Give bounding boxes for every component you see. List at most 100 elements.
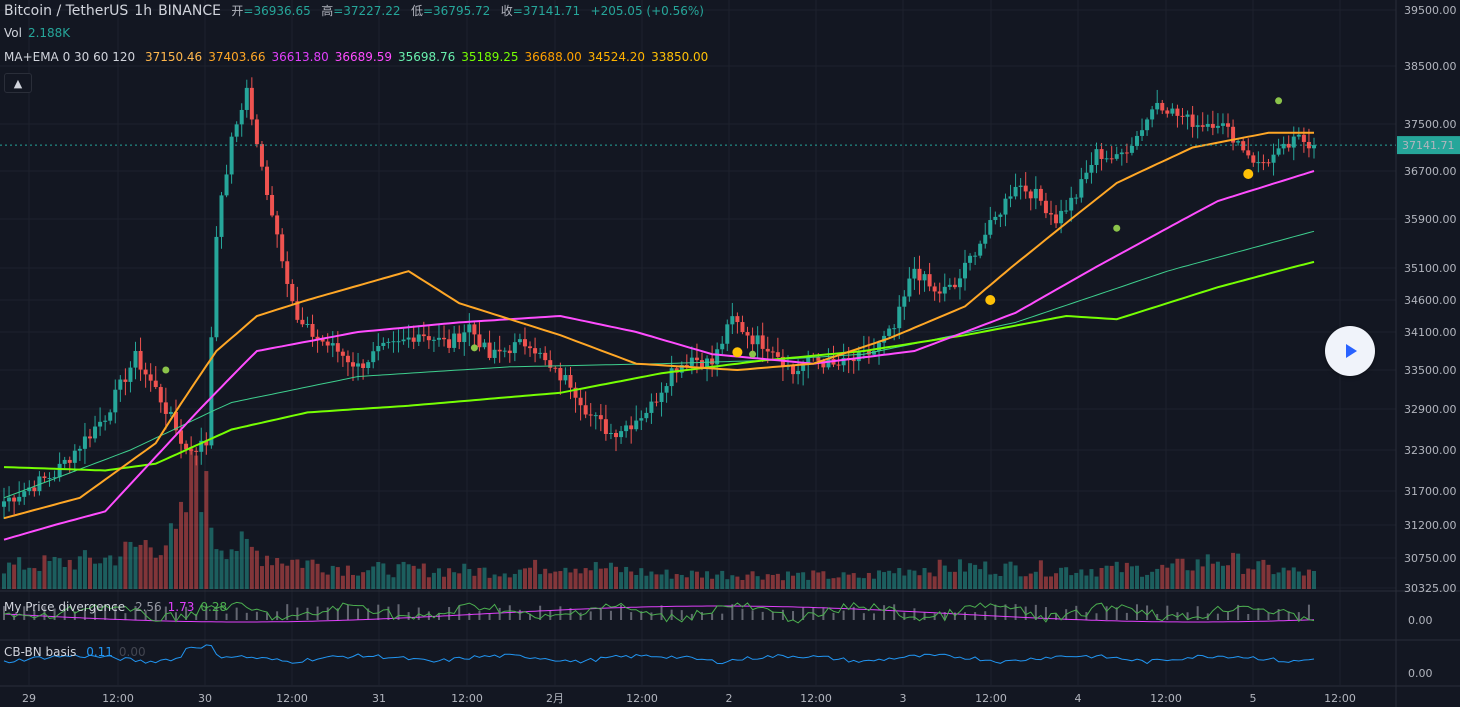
volume-bar bbox=[467, 569, 472, 589]
x-tick-label: 12:00 bbox=[975, 692, 1007, 705]
volume-bar bbox=[87, 557, 92, 589]
pd-histogram-bar bbox=[1277, 609, 1280, 620]
volume-bar bbox=[113, 565, 118, 589]
change-value: +205.05 (+0.56%) bbox=[590, 4, 704, 18]
pd-histogram-bar bbox=[326, 607, 329, 620]
candle-body bbox=[1195, 125, 1200, 127]
volume-bar bbox=[568, 572, 573, 589]
volume-bar bbox=[750, 571, 755, 589]
cb-bn-basis-legend[interactable]: CB-BN basis 0.11 0.00 bbox=[4, 645, 152, 659]
volume-bar bbox=[654, 574, 659, 589]
volume-bar bbox=[1104, 565, 1109, 589]
candle-body bbox=[1200, 125, 1205, 127]
x-tick-label: 5 bbox=[1250, 692, 1257, 705]
volume-bar bbox=[877, 570, 882, 589]
volume-bar bbox=[593, 562, 598, 589]
volume-bar bbox=[401, 561, 406, 589]
candle-body bbox=[77, 448, 82, 451]
x-tick-label: 12:00 bbox=[800, 692, 832, 705]
volume-bar bbox=[796, 572, 801, 589]
symbol-name[interactable]: Bitcoin / TetherUS bbox=[4, 3, 129, 19]
pd-histogram-bar bbox=[336, 608, 339, 620]
volume-bar bbox=[710, 578, 715, 589]
candle-body bbox=[1119, 152, 1124, 155]
candle-body bbox=[1226, 123, 1231, 127]
ma-line-magenta bbox=[3, 170, 1315, 541]
volume-bar bbox=[482, 567, 487, 589]
candle-body bbox=[265, 166, 270, 196]
candle-body bbox=[644, 412, 649, 419]
low-value: =36795.72 bbox=[422, 4, 491, 18]
cb-basis-line bbox=[3, 644, 1315, 665]
volume-bar bbox=[1276, 572, 1281, 589]
ma-value-8: 33850.00 bbox=[651, 50, 709, 64]
volume-bar bbox=[922, 568, 927, 589]
volume-bar bbox=[1038, 560, 1043, 589]
candle-body bbox=[1099, 149, 1104, 160]
pd-histogram-bar bbox=[154, 607, 157, 620]
y-tick-label: 34100.00 bbox=[1404, 326, 1457, 339]
candle-body bbox=[381, 342, 386, 347]
volume-bar bbox=[163, 545, 168, 589]
candle-body bbox=[244, 87, 249, 110]
y-tick-label: 39500.00 bbox=[1404, 4, 1457, 17]
candle-body bbox=[1261, 162, 1266, 164]
volume-bar bbox=[487, 577, 492, 589]
candle-body bbox=[1306, 141, 1311, 149]
candle-body bbox=[416, 334, 421, 342]
volume-bar bbox=[1175, 558, 1180, 589]
volume-bar bbox=[98, 563, 103, 589]
volume-bar bbox=[361, 572, 366, 589]
volume-bar bbox=[1074, 572, 1079, 589]
volume-bar bbox=[1084, 575, 1089, 589]
interval[interactable]: 1h bbox=[134, 3, 153, 19]
candle-body bbox=[1256, 162, 1261, 164]
candle-body bbox=[639, 418, 644, 421]
candle-body bbox=[710, 358, 715, 365]
pd-histogram-bar bbox=[346, 604, 349, 620]
candle-body bbox=[1312, 145, 1316, 149]
volume-bar bbox=[254, 550, 259, 589]
candle-body bbox=[1241, 141, 1246, 151]
volume-bar bbox=[1109, 565, 1114, 589]
volume-bar bbox=[1145, 574, 1150, 589]
volume-bar bbox=[603, 568, 608, 589]
replay-play-button[interactable] bbox=[1325, 326, 1375, 376]
volume-bar bbox=[219, 550, 224, 589]
pd-histogram-bar bbox=[1044, 607, 1047, 620]
candle-body bbox=[1175, 108, 1180, 116]
volume-bar bbox=[335, 567, 340, 589]
volume-bar bbox=[290, 559, 295, 589]
candle-body bbox=[548, 360, 553, 368]
candle-body bbox=[1286, 143, 1291, 148]
volume-bar bbox=[239, 531, 244, 589]
close-label: 收 bbox=[500, 4, 513, 18]
volume-bar bbox=[148, 547, 153, 589]
pd-histogram-bar bbox=[913, 608, 916, 620]
volume-bar bbox=[1200, 566, 1205, 589]
candle-body bbox=[391, 341, 396, 343]
volume-bar bbox=[624, 566, 629, 589]
pd-histogram-bar bbox=[266, 612, 269, 620]
volume-bar bbox=[1064, 567, 1069, 589]
candle-body bbox=[1043, 200, 1048, 214]
pd-histogram-bar bbox=[883, 605, 886, 620]
collapse-legend-button[interactable]: ▲ bbox=[4, 73, 32, 93]
x-tick-label: 12:00 bbox=[451, 692, 483, 705]
pd-histogram-bar bbox=[205, 606, 208, 620]
volume-bar bbox=[42, 555, 47, 589]
candle-body bbox=[1271, 154, 1276, 163]
volume-bar bbox=[871, 578, 876, 589]
ma-legend[interactable]: MA+EMA 0 30 60 120 37150.46 37403.66 36613… bbox=[4, 50, 714, 64]
volume-bar bbox=[649, 571, 654, 589]
price-divergence-legend[interactable]: My Price divergence 2.56 1.73 0.28 bbox=[4, 600, 233, 614]
pd-histogram-bar bbox=[630, 612, 633, 620]
candle-body bbox=[836, 364, 841, 366]
pd-histogram-bar bbox=[498, 607, 501, 620]
candle-body bbox=[472, 324, 477, 335]
volume-bar bbox=[785, 571, 790, 589]
signal-dot bbox=[1113, 224, 1121, 232]
vol-legend[interactable]: Vol 2.188K bbox=[4, 26, 76, 40]
